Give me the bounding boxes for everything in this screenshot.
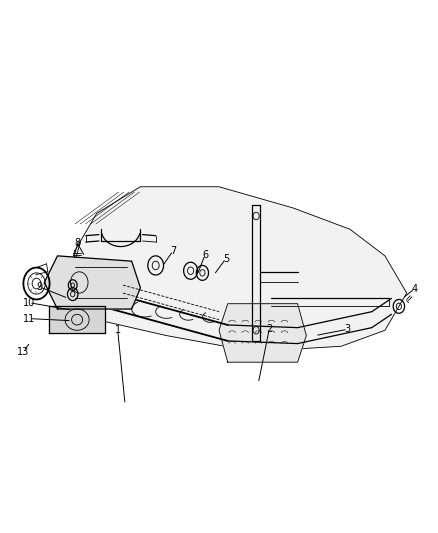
Text: 3: 3 <box>345 324 351 334</box>
Text: 1: 1 <box>115 325 121 335</box>
Text: 5: 5 <box>223 254 229 263</box>
Text: 6: 6 <box>202 250 208 260</box>
Polygon shape <box>49 306 106 333</box>
Text: 9: 9 <box>36 282 42 292</box>
Polygon shape <box>219 304 306 362</box>
Text: 7: 7 <box>170 246 176 255</box>
Text: 10: 10 <box>23 297 35 308</box>
Polygon shape <box>62 187 407 352</box>
Text: 4: 4 <box>412 284 418 294</box>
Text: 8: 8 <box>74 238 80 247</box>
Text: 2: 2 <box>266 324 272 334</box>
Polygon shape <box>44 256 141 309</box>
Text: 13: 13 <box>17 346 29 357</box>
Text: 11: 11 <box>23 313 35 324</box>
